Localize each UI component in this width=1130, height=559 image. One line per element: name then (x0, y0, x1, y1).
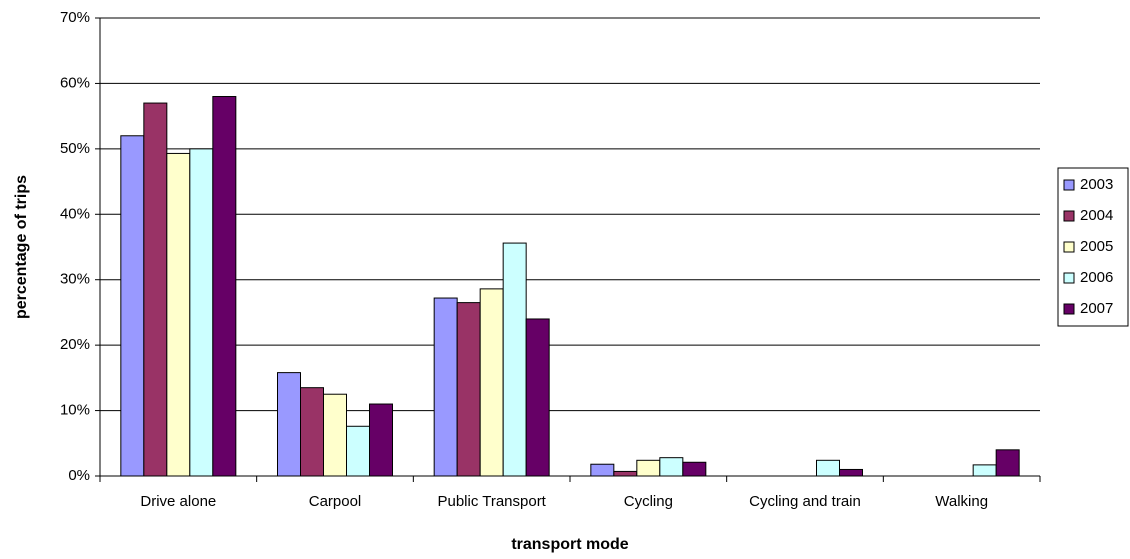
y-axis-label: percentage of trips (13, 175, 30, 319)
bar (369, 403, 393, 477)
legend-swatch (1063, 272, 1075, 284)
y-tick-label: 60% (60, 74, 90, 91)
bar (323, 393, 347, 477)
x-tick-label: Cycling (624, 493, 673, 510)
bar (525, 318, 550, 477)
bar (456, 302, 481, 477)
bar (433, 297, 458, 477)
x-tick-label: Walking (935, 493, 988, 510)
bar (166, 152, 191, 477)
bar (613, 470, 638, 477)
bar (502, 242, 527, 477)
legend-swatch (1063, 303, 1075, 315)
y-tick-label: 50% (60, 140, 90, 157)
x-tick-label: Cycling and train (749, 493, 861, 510)
bar (143, 102, 168, 477)
bar (590, 463, 615, 477)
legend-swatch (1063, 241, 1075, 253)
bar (682, 461, 707, 477)
x-tick-label: Public Transport (437, 493, 546, 510)
y-tick-label: 40% (60, 205, 90, 222)
y-tick-label: 10% (60, 402, 90, 419)
legend-swatch (1063, 210, 1075, 222)
bar (995, 449, 1020, 477)
bar (120, 135, 145, 477)
y-tick-label: 0% (68, 467, 90, 484)
x-axis-label: transport mode (511, 536, 628, 553)
bar (636, 459, 661, 477)
legend-label: 2005 (1080, 238, 1113, 255)
legend-label: 2003 (1080, 176, 1113, 193)
bar (212, 96, 237, 477)
legend-label: 2004 (1080, 207, 1113, 224)
legend-label: 2006 (1080, 269, 1113, 286)
bar (816, 459, 840, 477)
y-tick-label: 20% (60, 336, 90, 353)
bar (659, 457, 684, 477)
bar (972, 464, 997, 477)
bar (300, 387, 324, 477)
bar (479, 288, 504, 477)
y-tick-label: 30% (60, 271, 90, 288)
y-tick-label: 70% (60, 9, 90, 26)
bar (277, 372, 301, 477)
legend-label: 2007 (1080, 300, 1113, 317)
x-tick-label: Carpool (309, 493, 362, 510)
x-tick-label: Drive alone (140, 493, 216, 510)
bar (839, 468, 863, 477)
bar (189, 148, 214, 477)
legend-swatch (1063, 179, 1075, 191)
bar (346, 425, 370, 477)
